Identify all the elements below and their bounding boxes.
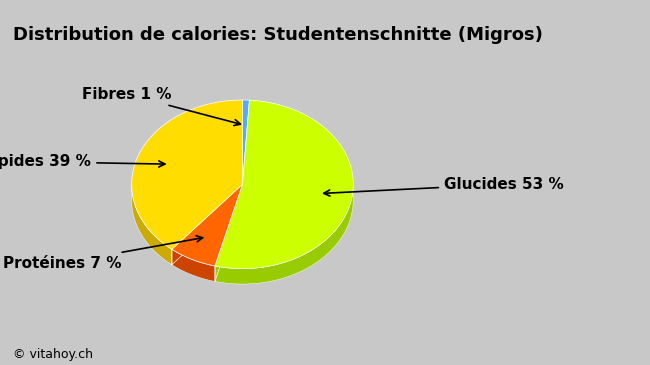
Polygon shape	[215, 189, 353, 284]
Text: Glucides 53 %: Glucides 53 %	[324, 177, 564, 196]
Text: Distribution de calories: Studentenschnitte (Migros): Distribution de calories: Studentenschni…	[13, 26, 543, 43]
Text: © vitahoy.ch: © vitahoy.ch	[13, 348, 93, 361]
Text: Lipides 39 %: Lipides 39 %	[0, 154, 165, 169]
Polygon shape	[172, 249, 215, 281]
Polygon shape	[172, 184, 242, 266]
Polygon shape	[242, 100, 250, 184]
Polygon shape	[215, 100, 353, 269]
Polygon shape	[132, 187, 172, 265]
Text: Protéines 7 %: Protéines 7 %	[3, 236, 203, 270]
Polygon shape	[132, 100, 242, 249]
Text: Fibres 1 %: Fibres 1 %	[83, 87, 240, 126]
